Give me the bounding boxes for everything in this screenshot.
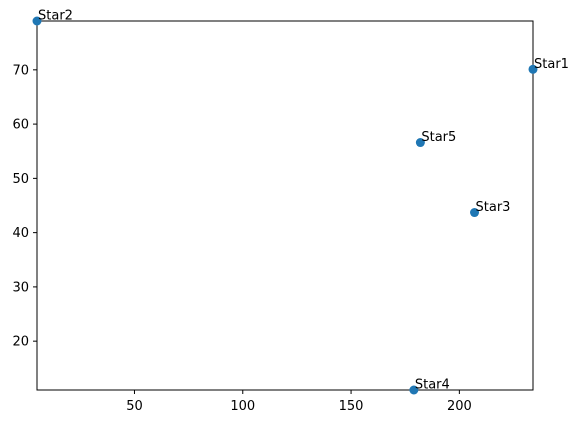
y-tick-label: 20 bbox=[12, 335, 29, 350]
point-label-star5: Star5 bbox=[421, 130, 456, 145]
data-point-star3 bbox=[470, 208, 480, 218]
y-tick-label: 30 bbox=[12, 280, 29, 295]
data-point-star1 bbox=[528, 64, 538, 74]
y-tick-label: 40 bbox=[12, 226, 29, 241]
x-tick-label: 150 bbox=[339, 399, 364, 414]
point-label-star3: Star3 bbox=[476, 200, 511, 215]
x-tick-label: 100 bbox=[230, 399, 255, 414]
axes-frame bbox=[36, 20, 534, 391]
data-point-star2 bbox=[32, 16, 42, 26]
plot-area: 50 100 150 200 20 30 40 50 60 70 Star1 Star2 Star3 St… bbox=[12, 9, 568, 415]
y-tick-label: 60 bbox=[12, 118, 29, 133]
data-point-star4 bbox=[409, 385, 419, 395]
point-label-star1: Star1 bbox=[534, 57, 569, 72]
y-tick-label: 50 bbox=[12, 172, 29, 187]
x-tick-label: 50 bbox=[126, 399, 143, 414]
point-label-star2: Star2 bbox=[38, 9, 73, 24]
y-tick-label: 70 bbox=[12, 63, 29, 78]
point-label-star4: Star4 bbox=[415, 378, 450, 393]
x-tick-label: 200 bbox=[447, 399, 472, 414]
data-point-star5 bbox=[415, 138, 425, 148]
